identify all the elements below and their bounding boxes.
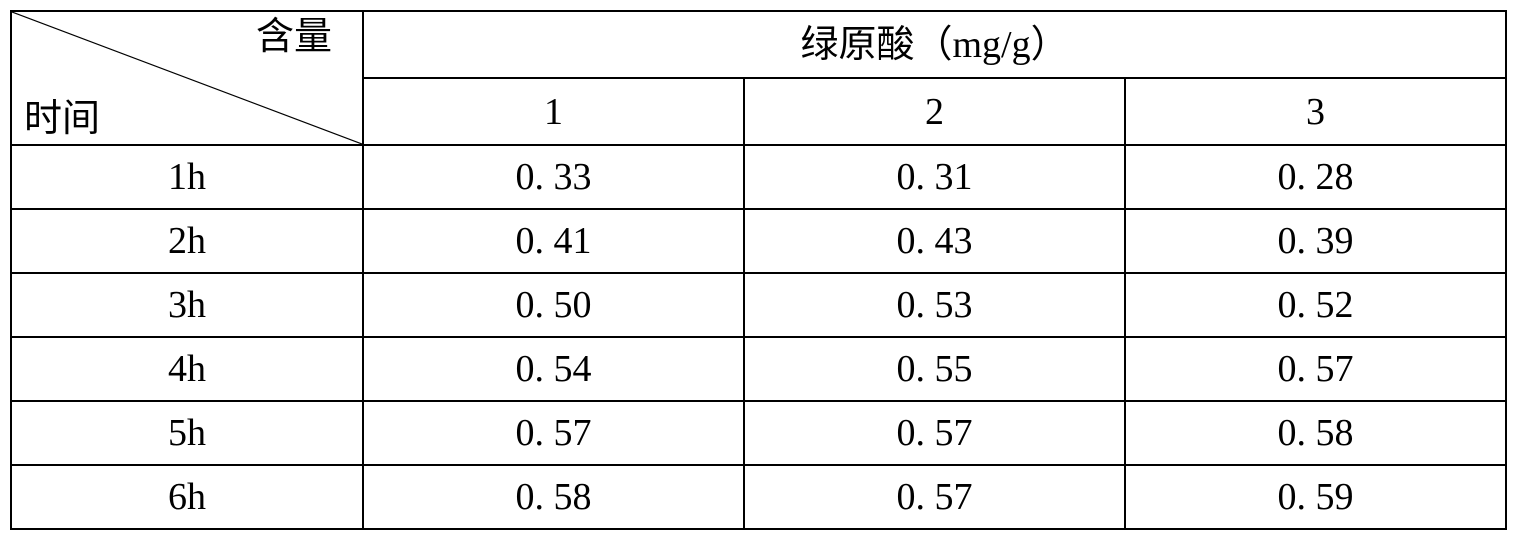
data-cell: 0. 39 xyxy=(1125,209,1506,273)
spanning-header: 绿原酸（mg/g） xyxy=(363,11,1506,78)
data-cell: 0. 57 xyxy=(1125,337,1506,401)
data-cell: 0. 43 xyxy=(744,209,1125,273)
diagonal-header-cell: 含量时间 xyxy=(11,11,363,145)
data-cell: 0. 59 xyxy=(1125,465,1506,529)
data-cell: 0. 55 xyxy=(744,337,1125,401)
sub-header: 2 xyxy=(744,78,1125,145)
row-label: 3h xyxy=(11,273,363,337)
data-cell: 0. 28 xyxy=(1125,145,1506,209)
diag-header-top: 含量 xyxy=(256,18,332,56)
data-table: 含量时间绿原酸（mg/g）1231h0. 330. 310. 282h0. 41… xyxy=(10,10,1507,530)
data-cell: 0. 41 xyxy=(363,209,744,273)
data-cell: 0. 31 xyxy=(744,145,1125,209)
data-cell: 0. 58 xyxy=(1125,401,1506,465)
data-cell: 0. 57 xyxy=(744,401,1125,465)
sub-header: 3 xyxy=(1125,78,1506,145)
data-cell: 0. 50 xyxy=(363,273,744,337)
sub-header: 1 xyxy=(363,78,744,145)
row-label: 6h xyxy=(11,465,363,529)
data-cell: 0. 58 xyxy=(363,465,744,529)
data-cell: 0. 33 xyxy=(363,145,744,209)
data-cell: 0. 53 xyxy=(744,273,1125,337)
data-cell: 0. 54 xyxy=(363,337,744,401)
data-cell: 0. 57 xyxy=(363,401,744,465)
row-label: 5h xyxy=(11,401,363,465)
row-label: 2h xyxy=(11,209,363,273)
data-cell: 0. 52 xyxy=(1125,273,1506,337)
diag-header-bottom: 时间 xyxy=(24,100,100,138)
row-label: 1h xyxy=(11,145,363,209)
row-label: 4h xyxy=(11,337,363,401)
data-cell: 0. 57 xyxy=(744,465,1125,529)
